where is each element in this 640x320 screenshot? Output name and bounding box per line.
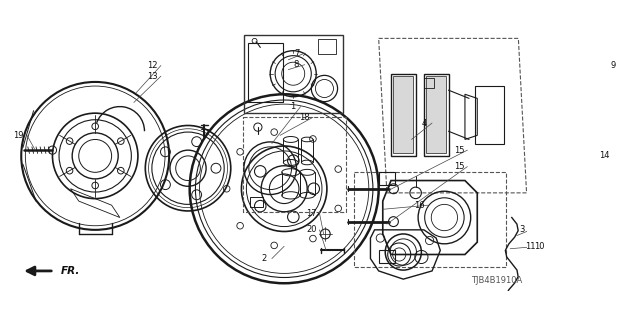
Bar — [318, 39, 336, 54]
Text: 9: 9 — [610, 61, 616, 70]
Text: 20: 20 — [306, 225, 317, 234]
Text: 7: 7 — [294, 49, 299, 58]
Text: 4: 4 — [421, 118, 426, 128]
Bar — [424, 74, 449, 156]
Text: FR.: FR. — [61, 266, 80, 276]
Text: 8: 8 — [294, 60, 299, 69]
Bar — [426, 76, 446, 153]
Bar — [354, 172, 506, 267]
Text: 11: 11 — [525, 242, 536, 251]
Text: TJB4B1910A: TJB4B1910A — [471, 276, 522, 285]
Bar — [379, 250, 395, 263]
Text: 3: 3 — [520, 225, 525, 234]
Bar — [475, 86, 504, 144]
Text: 17: 17 — [306, 209, 317, 218]
Bar — [379, 172, 395, 185]
Text: 2: 2 — [261, 254, 266, 263]
Text: 13: 13 — [147, 72, 158, 81]
Bar — [244, 35, 342, 113]
Bar — [394, 76, 413, 153]
Text: 12: 12 — [147, 61, 158, 70]
Bar — [424, 78, 434, 88]
Text: 14: 14 — [600, 151, 610, 160]
Text: 1: 1 — [290, 102, 295, 111]
Text: 19: 19 — [13, 131, 24, 140]
Text: 18: 18 — [300, 113, 310, 122]
Bar — [391, 74, 415, 156]
Text: 16: 16 — [415, 201, 425, 210]
Bar — [250, 197, 263, 207]
Text: 15: 15 — [454, 146, 465, 155]
Text: 15: 15 — [454, 162, 465, 171]
Bar — [243, 117, 346, 212]
Bar — [248, 43, 282, 102]
Text: 10: 10 — [534, 242, 544, 251]
